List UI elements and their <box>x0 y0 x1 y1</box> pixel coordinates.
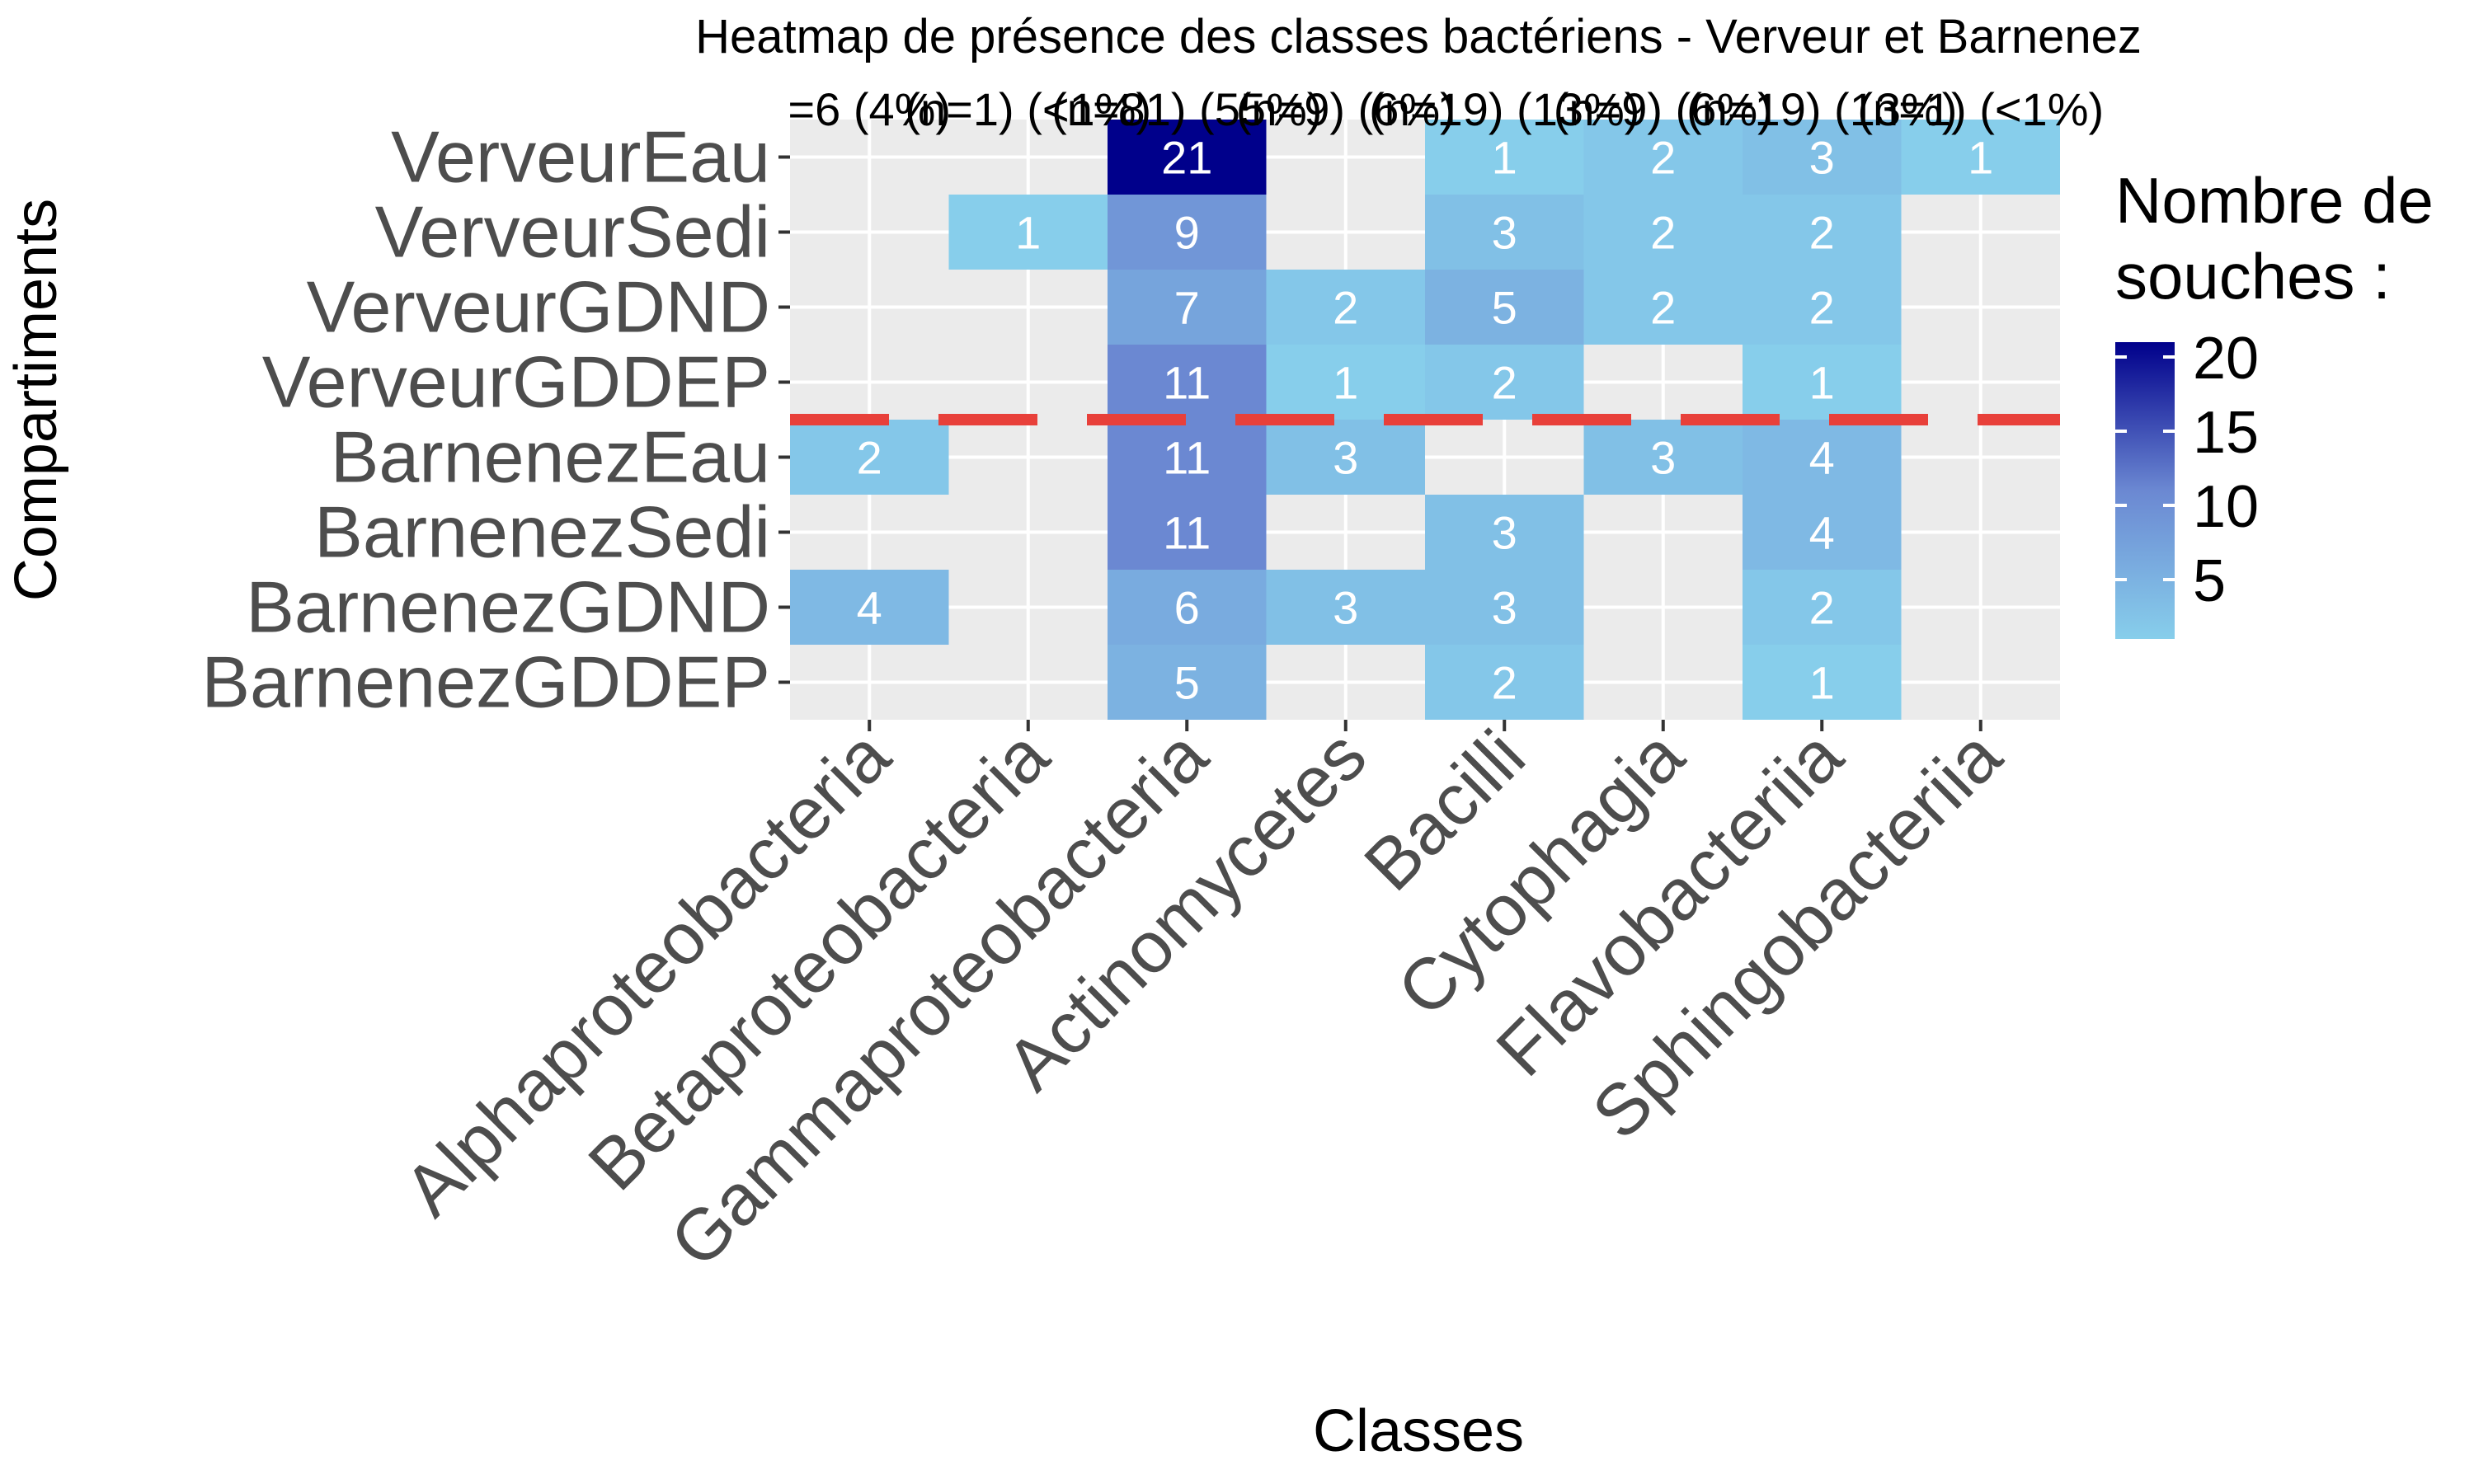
heatmap-cell <box>1583 120 1743 195</box>
cell-value-label: 6 <box>1174 582 1200 634</box>
cell-value-label: 1 <box>1015 207 1041 259</box>
y-tick-label: BarnenezSedi <box>314 491 770 573</box>
cell-value-label: 4 <box>1809 507 1835 559</box>
heatmap-cell <box>1266 420 1425 495</box>
legend-colorbar <box>2115 342 2175 639</box>
legend-tick-label: 20 <box>2193 326 2259 392</box>
heatmap-cell <box>1108 270 1267 345</box>
cell-value-label: 1 <box>1809 657 1835 709</box>
cell-value-label: 3 <box>1333 582 1358 634</box>
y-tick-label: VerveurSedi <box>375 191 770 273</box>
cell-value-label: 2 <box>1809 282 1835 334</box>
heatmap-cell <box>1743 645 1902 720</box>
heatmap-cell <box>1266 570 1425 645</box>
cell-value-label: 2 <box>1650 207 1676 259</box>
cell-value-label: 11 <box>1163 357 1211 409</box>
column-count-annotation: (n=81) (55%) <box>1051 83 1322 135</box>
heatmap-cell <box>1901 120 2060 195</box>
legend-title: Nombre de <box>2115 164 2434 237</box>
x-axis-title: Classes <box>1313 1398 1524 1464</box>
heatmap-cell <box>1425 195 1584 270</box>
y-tick-label: BarnenezEau <box>331 416 770 498</box>
heatmap-cell <box>1743 420 1902 495</box>
cell-value-label: 3 <box>1492 207 1517 259</box>
cell-value-label: 11 <box>1163 432 1211 484</box>
y-tick-label: BarnenezGDND <box>246 566 770 648</box>
chart-title: Heatmap de présence des classes bactérie… <box>695 10 2142 63</box>
heatmap-cell <box>1108 195 1267 270</box>
heatmap-cell <box>1108 120 1267 195</box>
cell-value-label: 1 <box>1809 357 1835 409</box>
cell-value-label: 11 <box>1163 507 1211 559</box>
cell-value-label: 3 <box>1650 432 1676 484</box>
cell-value-label: 4 <box>857 582 882 634</box>
heatmap-cell <box>1108 645 1267 720</box>
heatmap-cell <box>1108 345 1267 420</box>
cell-value-label: 2 <box>1333 282 1358 334</box>
cell-value-label: 3 <box>1492 582 1517 634</box>
column-count-annotation: (n=1) (<1%) <box>905 83 1151 135</box>
heatmap-cell <box>1743 495 1902 570</box>
y-tick-label: VerveurGDND <box>307 266 770 348</box>
legend-tick-label: 5 <box>2193 548 2226 614</box>
cell-value-label: 3 <box>1809 132 1835 184</box>
cell-value-label: 21 <box>1161 132 1212 184</box>
heatmap-cell <box>1108 495 1267 570</box>
column-count-annotation: (n=9) (6%) <box>1554 83 1773 135</box>
heatmap-cell <box>1743 270 1902 345</box>
heatmap-cell <box>1743 345 1902 420</box>
heatmap-cell <box>1743 120 1902 195</box>
cell-value-label: 2 <box>1492 357 1517 409</box>
legend-tick-label: 10 <box>2193 474 2259 540</box>
column-count-annotation: (n=9) (6%) <box>1236 83 1456 135</box>
cell-value-label: 1 <box>1333 357 1358 409</box>
heatmap-cell <box>790 420 949 495</box>
cell-value-label: 3 <box>1492 507 1517 559</box>
cell-value-label: 7 <box>1174 282 1200 334</box>
heatmap-cell <box>1583 420 1743 495</box>
cell-value-label: 2 <box>1809 207 1835 259</box>
heatmap-cell <box>1266 270 1425 345</box>
y-tick-label: VerveurEau <box>391 116 770 198</box>
heatmap-cell <box>1583 195 1743 270</box>
column-count-annotation: (n=19) (13%) <box>1369 83 1639 135</box>
heatmap-cell <box>1743 570 1902 645</box>
cell-value-label: 3 <box>1333 432 1358 484</box>
heatmap-cell <box>1743 195 1902 270</box>
column-count-annotation: =6 (4%) <box>788 83 951 135</box>
legend-title: souches : <box>2115 240 2391 312</box>
heatmap-cell <box>1108 420 1267 495</box>
column-count-annotation: (n=1) (<1%) <box>1857 83 2104 135</box>
y-axis-title: Compartiments <box>3 199 69 601</box>
column-count-annotation: (n=19) (13%) <box>1686 83 1957 135</box>
cell-value-label: 4 <box>1809 432 1835 484</box>
heatmap-cell <box>1425 270 1584 345</box>
cell-value-label: 5 <box>1492 282 1517 334</box>
y-tick-label: BarnenezGDDEP <box>201 641 770 723</box>
legend-tick-label: 15 <box>2193 400 2259 466</box>
cell-value-label: 1 <box>1492 132 1517 184</box>
cell-value-label: 9 <box>1174 207 1200 259</box>
heatmap-cell <box>948 195 1108 270</box>
heatmap-cell <box>1425 345 1584 420</box>
cell-value-label: 2 <box>857 432 882 484</box>
y-tick-label: VerveurGDDEP <box>262 341 770 423</box>
cell-value-label: 2 <box>1650 132 1676 184</box>
cell-value-label: 1 <box>1968 132 1993 184</box>
heatmap-cell <box>1425 120 1584 195</box>
cell-value-label: 2 <box>1809 582 1835 634</box>
heatmap-cell <box>1108 570 1267 645</box>
heatmap-cell <box>1266 345 1425 420</box>
heatmap-cell <box>790 570 949 645</box>
cell-value-label: 2 <box>1492 657 1517 709</box>
heatmap-cell <box>1583 270 1743 345</box>
heatmap-cell <box>1425 495 1584 570</box>
heatmap-cell <box>1425 570 1584 645</box>
cell-value-label: 5 <box>1174 657 1200 709</box>
heatmap-cell <box>1425 645 1584 720</box>
cell-value-label: 2 <box>1650 282 1676 334</box>
